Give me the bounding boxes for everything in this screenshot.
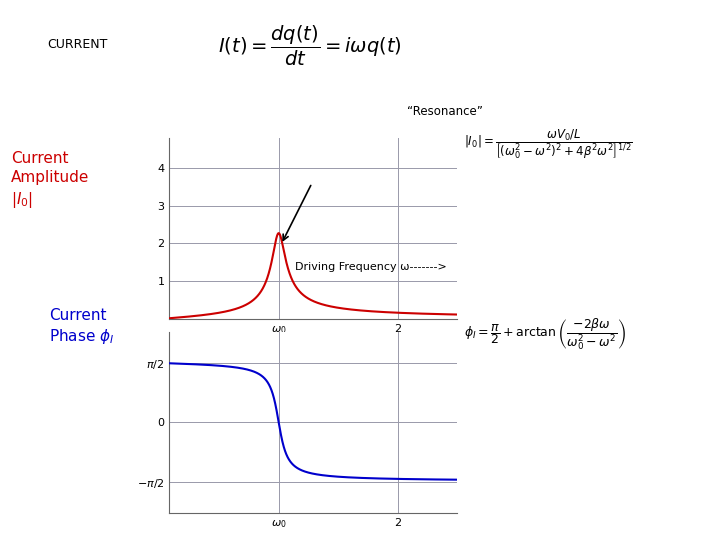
Text: Driving Frequency ω------->: Driving Frequency ω-------> bbox=[294, 262, 446, 272]
Text: Amplitude: Amplitude bbox=[11, 170, 89, 185]
Text: $\phi_I = \dfrac{\pi}{2} + \arctan\left(\dfrac{-2\beta\omega}{\omega_0^2 - \omeg: $\phi_I = \dfrac{\pi}{2} + \arctan\left(… bbox=[464, 316, 626, 352]
Text: $I(t) = \dfrac{dq(t)}{dt} = i\omega q(t)$: $I(t) = \dfrac{dq(t)}{dt} = i\omega q(t)… bbox=[217, 24, 402, 69]
Text: Current: Current bbox=[11, 151, 68, 166]
Text: “Resonance”: “Resonance” bbox=[407, 105, 482, 118]
Text: CURRENT: CURRENT bbox=[47, 38, 107, 51]
Text: $|I_0|$: $|I_0|$ bbox=[11, 190, 33, 210]
Text: $|I_0| = \dfrac{\omega V_0 / L}{\left[(\omega_0^2 - \omega^2)^2 + 4\beta^2\omega: $|I_0| = \dfrac{\omega V_0 / L}{\left[(\… bbox=[464, 127, 634, 161]
Text: Current: Current bbox=[49, 308, 107, 323]
Text: Phase $\phi_I$: Phase $\phi_I$ bbox=[49, 327, 114, 346]
